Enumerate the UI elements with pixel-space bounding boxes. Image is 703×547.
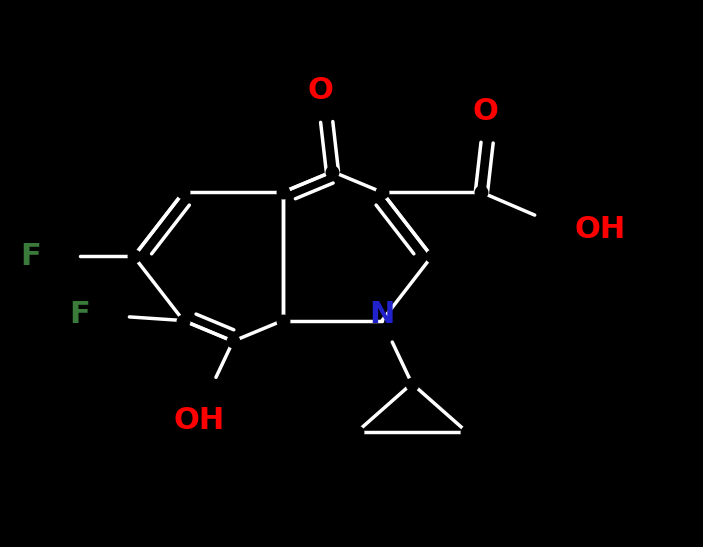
Text: OH: OH [174, 406, 225, 435]
Text: F: F [70, 300, 90, 329]
Text: F: F [20, 242, 41, 271]
Text: O: O [472, 97, 498, 126]
Text: O: O [308, 76, 334, 105]
Text: N: N [369, 300, 395, 329]
Text: OH: OH [574, 215, 626, 244]
